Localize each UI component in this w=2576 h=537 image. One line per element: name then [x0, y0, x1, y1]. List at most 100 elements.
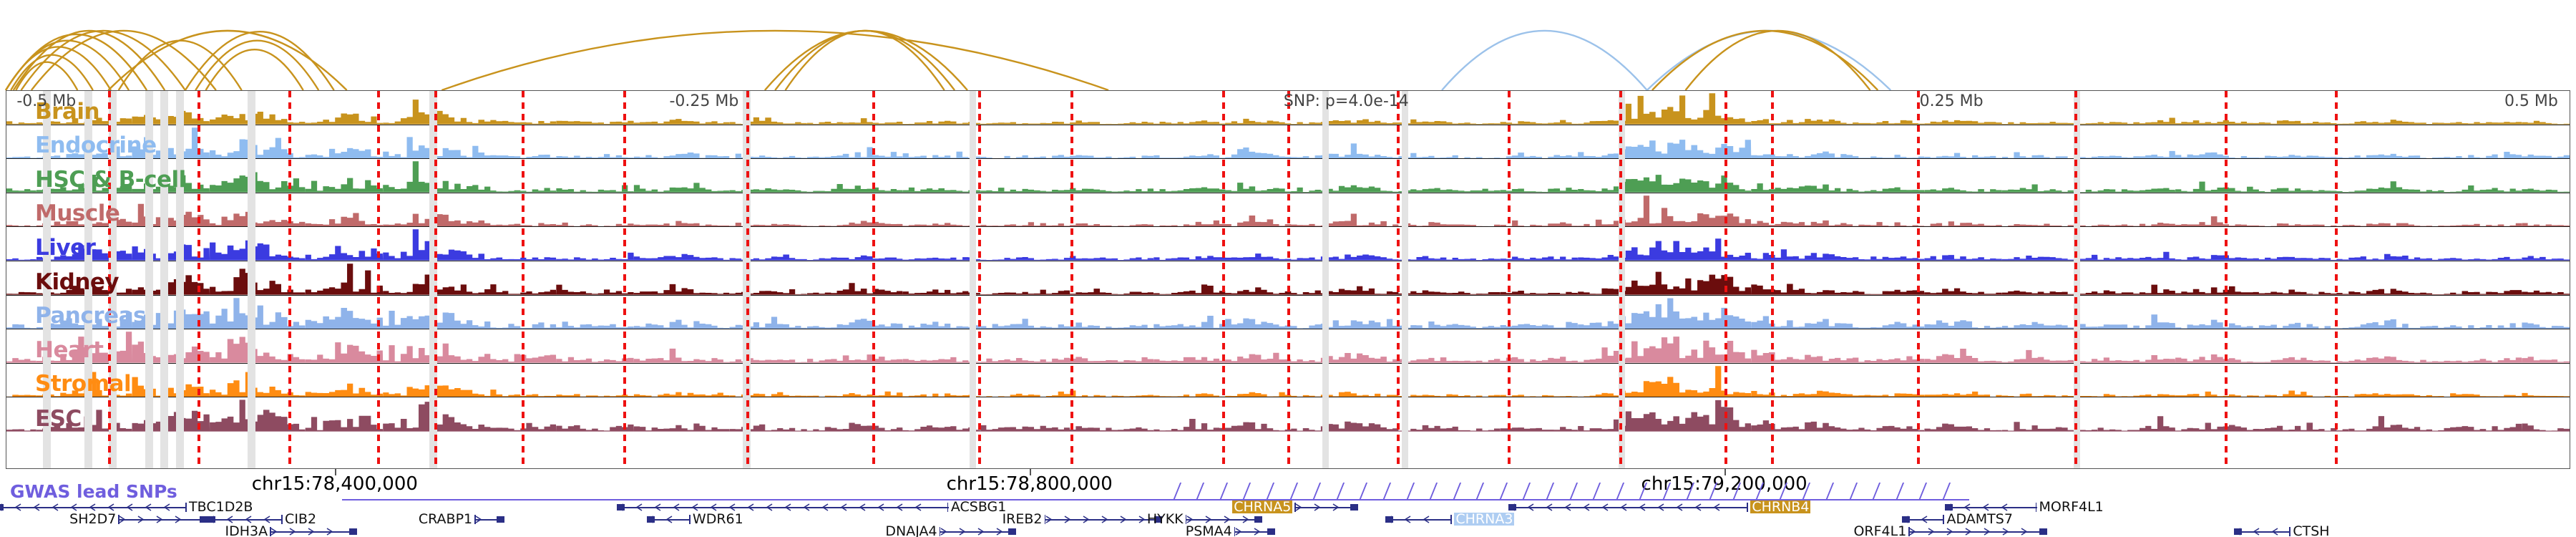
gwas-lead-snp-tick[interactable] — [1475, 483, 1485, 500]
track-label-endocrine: Endocrine — [35, 132, 157, 159]
gene-hykk[interactable]: HYKK — [1147, 513, 1263, 526]
gene-name-label[interactable]: MORF4L1 — [2039, 499, 2104, 515]
gwas-lead-snp-tick[interactable] — [1639, 483, 1648, 500]
gene-ctsh[interactable]: CTSH — [2234, 525, 2330, 537]
gwas-lead-snp-tick[interactable] — [1498, 483, 1508, 500]
gene-wdr61[interactable]: WDR61 — [647, 513, 743, 526]
gene-name-label[interactable]: IDH3A — [225, 523, 268, 537]
gwas-lead-snp-tick[interactable] — [1825, 483, 1835, 500]
gene-terminus — [1747, 503, 1748, 512]
gwas-lead-snp-tick[interactable] — [1778, 483, 1787, 500]
gene-terminus — [1450, 515, 1452, 524]
gene-acsbg1[interactable]: ACSBG1 — [616, 500, 1006, 514]
signal-profile-2 — [6, 159, 2570, 193]
signal-track-liver[interactable]: Liver — [6, 227, 2570, 261]
gene-name-label[interactable]: CRABP1 — [418, 511, 473, 527]
gwas-lead-snp-tick[interactable] — [1709, 483, 1718, 500]
signal-profile-8 — [6, 364, 2570, 397]
track-label-kidney: Kidney — [35, 268, 119, 295]
gene-chrna5[interactable]: CHRNA5 — [1232, 500, 1359, 514]
gene-morf4l1[interactable]: MORF4L1 — [1944, 500, 2104, 514]
gene-adamts7[interactable]: ADAMTS7 — [1902, 513, 2013, 526]
gwas-lead-snp-tick[interactable] — [1872, 483, 1881, 500]
gene-name-label[interactable]: ACSBG1 — [950, 499, 1007, 515]
gwas-lead-snp-tick[interactable] — [1522, 483, 1531, 500]
signal-track-hsc-b-cell[interactable]: HSC & B-cell — [6, 159, 2570, 193]
gwas-lead-snp-tick[interactable] — [1405, 483, 1415, 500]
gwas-lead-snp-tick[interactable] — [1848, 483, 1858, 500]
gene-body — [1385, 519, 1453, 521]
axis-tick-label: 0.5 Mb — [2504, 92, 2558, 110]
gene-terminus — [1234, 527, 1236, 536]
gwas-lead-snp-tick[interactable] — [1662, 483, 1672, 500]
gwas-lead-snp-tick[interactable] — [1289, 483, 1298, 500]
gwas-lead-snp-tick[interactable] — [1335, 483, 1345, 500]
gwas-lead-snp-tick[interactable] — [1452, 483, 1461, 500]
gene-name-label[interactable]: TBC1D2B — [189, 499, 253, 515]
gwas-lead-snp-tick[interactable] — [1895, 483, 1904, 500]
gwas-lead-snp-tick[interactable] — [1172, 483, 1181, 500]
gwas-lead-snp-tick[interactable] — [1312, 483, 1322, 500]
gene-name-label[interactable]: ORF4L1 — [1853, 523, 1907, 537]
gene-name-label[interactable]: SH2D7 — [69, 511, 117, 527]
gwas-lead-snp-tick[interactable] — [1918, 483, 1928, 500]
gene-exon-block — [0, 504, 4, 511]
gene-morf4l1b[interactable]: ORF4L1 — [1853, 525, 2047, 537]
signal-track-esc[interactable]: ESC — [6, 397, 2570, 432]
gwas-lead-snp-tick[interactable] — [1219, 483, 1228, 500]
gene-exon-block — [2234, 528, 2243, 535]
gene-chrnb4[interactable]: CHRNB4 — [1508, 500, 1811, 514]
gene-name-label[interactable]: PSMA4 — [1185, 523, 1232, 537]
signal-profile-7 — [6, 329, 2570, 363]
gene-name-label[interactable]: CHRNA3 — [1454, 511, 1515, 527]
gwas-lead-snp-tick[interactable] — [1546, 483, 1555, 500]
gwas-lead-snp-tick[interactable] — [1382, 483, 1392, 500]
gene-exon-block — [1350, 504, 1359, 511]
gwas-lead-snps-track[interactable]: GWAS lead SNPs — [6, 481, 2570, 503]
gene-tbc1d2b[interactable]: TBC1D2B — [0, 500, 253, 514]
signal-track-muscle[interactable]: Muscle — [6, 193, 2570, 228]
gene-name-label[interactable]: CTSH — [2293, 523, 2330, 537]
gwas-lead-snp-tick[interactable] — [1568, 483, 1578, 500]
gene-name-label[interactable]: WDR61 — [692, 511, 743, 527]
gwas-lead-snp-tick[interactable] — [1196, 483, 1205, 500]
signal-track-stromal[interactable]: Stromal — [6, 364, 2570, 398]
gwas-lead-snp-tick[interactable] — [1592, 483, 1601, 500]
gene-name-label[interactable]: CIB2 — [285, 511, 317, 527]
gwas-lead-snp-tick[interactable] — [1755, 483, 1765, 500]
gene-name-label[interactable]: IREB2 — [1002, 511, 1043, 527]
gwas-lead-snp-tick[interactable] — [1615, 483, 1624, 500]
gene-psma4[interactable]: PSMA4 — [1186, 525, 1276, 537]
gene-dnaja4[interactable]: DNAJA4 — [885, 525, 1017, 537]
gwas-lead-snp-tick[interactable] — [1429, 483, 1438, 500]
gene-sh2d7[interactable]: SH2D7 — [69, 513, 208, 526]
gwas-lead-snp-tick[interactable] — [1941, 483, 1951, 500]
ruler-tick — [334, 469, 336, 475]
signal-track-endocrine[interactable]: Endocrine — [6, 125, 2570, 160]
signal-track-pancreas[interactable]: Pancreas — [6, 296, 2570, 330]
gwas-lead-snp-tick[interactable] — [1802, 483, 1811, 500]
gene-idh3a[interactable]: IDH3A — [225, 525, 357, 537]
gene-chrna3[interactable]: CHRNA3 — [1385, 513, 1515, 526]
gwas-lead-snp-tick[interactable] — [1685, 483, 1694, 500]
gene-body — [208, 519, 283, 521]
gene-terminus — [270, 527, 271, 536]
gwas-lead-snp-tick[interactable] — [1242, 483, 1252, 500]
gwas-lead-snp-tick[interactable] — [1266, 483, 1275, 500]
arcs-svg — [4, 29, 1892, 90]
signal-profile-1 — [6, 125, 2570, 159]
gwas-lead-snp-tick[interactable] — [1732, 483, 1741, 500]
gwas-lead-snp-tick[interactable] — [1359, 483, 1368, 500]
gene-terminus — [185, 503, 187, 512]
gene-ireb2[interactable]: IREB2 — [1002, 513, 1163, 526]
signal-track-kidney[interactable]: Kidney — [6, 261, 2570, 296]
gene-crabp1[interactable]: CRABP1 — [419, 513, 505, 526]
gene-body — [1508, 507, 1749, 508]
gene-name-label[interactable]: CHRNB4 — [1750, 499, 1811, 515]
gene-cib2[interactable]: CIB2 — [208, 513, 316, 526]
signal-track-heart[interactable]: Heart — [6, 329, 2570, 364]
gene-name-label[interactable]: HYKK — [1146, 511, 1184, 527]
gene-name-label[interactable]: ADAMTS7 — [1946, 511, 2013, 527]
gene-name-label[interactable]: DNAJA4 — [885, 523, 937, 537]
gene-name-label[interactable]: CHRNA5 — [1232, 499, 1293, 515]
